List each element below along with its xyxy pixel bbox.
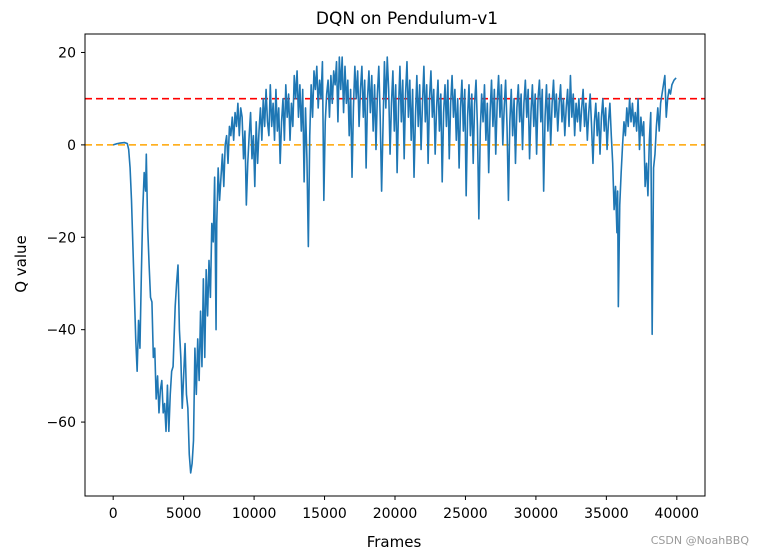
y-tick-label: −40 (46, 323, 76, 339)
watermark: CSDN @NoahBBQ (650, 534, 749, 547)
y-tick-label: 20 (58, 45, 76, 61)
plot-frame (84, 33, 706, 497)
x-tick-label: 20000 (373, 506, 418, 522)
x-tick-label: 40000 (655, 506, 700, 522)
x-tick-label: 5000 (166, 506, 202, 522)
x-tick-label: 15000 (302, 506, 347, 522)
x-tick-label: 30000 (514, 506, 559, 522)
x-tick-label: 35000 (584, 506, 629, 522)
x-tick-label: 25000 (443, 506, 488, 522)
x-tick-label: 10000 (232, 506, 277, 522)
x-tick-label: 0 (109, 506, 118, 522)
x-axis-title: Frames (367, 533, 422, 551)
chart-title: DQN on Pendulum-v1 (316, 9, 498, 29)
x-axis-ticks: 0 5000 10000 15000 20000 25000 30000 35000 40000 (109, 496, 699, 522)
y-tick-label: −20 (46, 230, 76, 246)
series-line-0 (112, 56, 677, 474)
y-tick-label: 0 (67, 138, 76, 154)
y-tick-label: −60 (46, 415, 76, 431)
y-axis-title: Q value (12, 235, 30, 293)
y-axis-ticks: 20 0 −20 −40 −60 (46, 45, 85, 431)
series-layer (112, 56, 677, 474)
